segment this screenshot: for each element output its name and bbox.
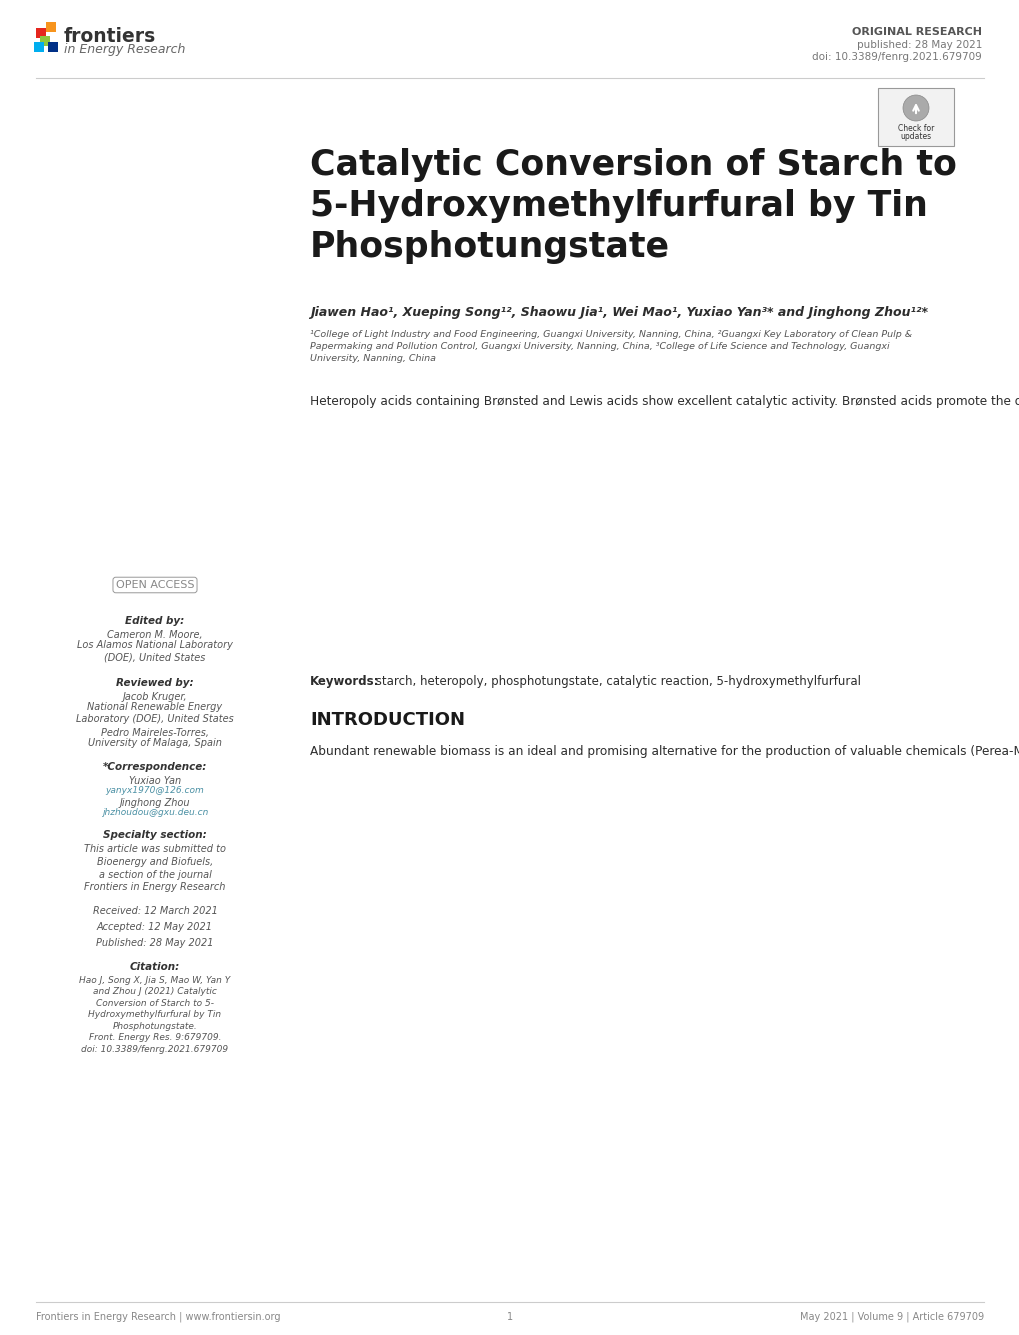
Text: Jiawen Hao¹, Xueping Song¹², Shaowu Jia¹, Wei Mao¹, Yuxiao Yan³* and Jinghong Zh: Jiawen Hao¹, Xueping Song¹², Shaowu Jia¹… <box>310 306 927 319</box>
Bar <box>40 36 50 45</box>
Text: Yuxiao Yan: Yuxiao Yan <box>128 776 181 786</box>
Text: updates: updates <box>900 132 930 142</box>
Text: Keywords:: Keywords: <box>310 676 379 688</box>
Bar <box>46 21 56 32</box>
Bar <box>34 41 44 52</box>
Text: Reviewed by:: Reviewed by: <box>116 678 194 688</box>
Text: ¹College of Light Industry and Food Engineering, Guangxi University, Nanning, Ch: ¹College of Light Industry and Food Engi… <box>310 330 911 363</box>
Text: ORIGINAL RESEARCH: ORIGINAL RESEARCH <box>851 27 981 37</box>
Bar <box>48 41 58 52</box>
Text: frontiers: frontiers <box>64 27 156 45</box>
Text: Published: 28 May 2021: Published: 28 May 2021 <box>96 939 214 948</box>
Text: jhzhoudou@gxu.deu.cn: jhzhoudou@gxu.deu.cn <box>102 808 208 817</box>
Bar <box>877 88 953 146</box>
Text: University of Malaga, Spain: University of Malaga, Spain <box>88 738 222 748</box>
Text: Jinghong Zhou: Jinghong Zhou <box>119 798 191 808</box>
Text: Edited by:: Edited by: <box>125 615 184 626</box>
Text: Catalytic Conversion of Starch to
5-Hydroxymethylfurfural by Tin
Phosphotungstat: Catalytic Conversion of Starch to 5-Hydr… <box>310 148 956 263</box>
Text: Accepted: 12 May 2021: Accepted: 12 May 2021 <box>97 922 213 932</box>
Text: Received: 12 March 2021: Received: 12 March 2021 <box>93 906 217 916</box>
Text: in Energy Research: in Energy Research <box>64 43 185 56</box>
Text: 1: 1 <box>506 1312 513 1322</box>
Text: doi: 10.3389/fenrg.2021.679709: doi: 10.3389/fenrg.2021.679709 <box>811 52 981 61</box>
Text: Frontiers in Energy Research | www.frontiersin.org: Frontiers in Energy Research | www.front… <box>36 1312 280 1323</box>
Text: Cameron M. Moore,: Cameron M. Moore, <box>107 630 203 639</box>
Text: Heteropoly acids containing Brønsted and Lewis acids show excellent catalytic ac: Heteropoly acids containing Brønsted and… <box>310 395 1019 409</box>
Text: Citation:: Citation: <box>129 963 180 972</box>
Text: Los Alamos National Laboratory
(DOE), United States: Los Alamos National Laboratory (DOE), Un… <box>77 639 232 662</box>
Text: INTRODUCTION: INTRODUCTION <box>310 712 465 729</box>
Text: yanyx1970@126.com: yanyx1970@126.com <box>106 786 204 796</box>
Bar <box>36 28 46 37</box>
Text: Abundant renewable biomass is an ideal and promising alternative for the product: Abundant renewable biomass is an ideal a… <box>310 745 1019 758</box>
Text: published: 28 May 2021: published: 28 May 2021 <box>856 40 981 49</box>
Text: Specialty section:: Specialty section: <box>103 830 207 840</box>
Text: Hao J, Song X, Jia S, Mao W, Yan Y
and Zhou J (2021) Catalytic
Conversion of Sta: Hao J, Song X, Jia S, Mao W, Yan Y and Z… <box>79 976 230 1053</box>
Text: This article was submitted to
Bioenergy and Biofuels,
a section of the journal
F: This article was submitted to Bioenergy … <box>84 844 226 892</box>
Text: May 2021 | Volume 9 | Article 679709: May 2021 | Volume 9 | Article 679709 <box>799 1312 983 1323</box>
Text: OPEN ACCESS: OPEN ACCESS <box>115 579 194 590</box>
Text: starch, heteropoly, phosphotungstate, catalytic reaction, 5-hydroxymethylfurfura: starch, heteropoly, phosphotungstate, ca… <box>372 676 860 688</box>
Text: Check for: Check for <box>897 124 933 134</box>
Text: Jacob Kruger,: Jacob Kruger, <box>122 692 187 702</box>
Text: National Renewable Energy
Laboratory (DOE), United States: National Renewable Energy Laboratory (DO… <box>76 702 233 725</box>
Circle shape <box>902 95 928 121</box>
Text: *Correspondence:: *Correspondence: <box>103 762 207 772</box>
Text: Pedro Maireles-Torres,: Pedro Maireles-Torres, <box>101 728 209 738</box>
